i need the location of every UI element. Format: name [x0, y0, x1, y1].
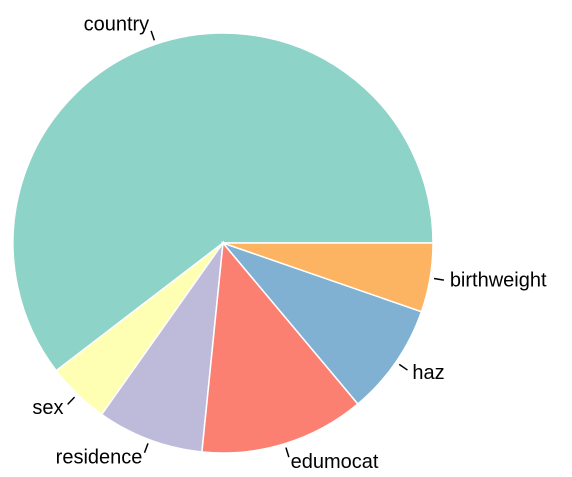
pie-slice — [100, 240, 225, 453]
leader-line — [285, 447, 290, 458]
pie-slice — [220, 241, 423, 406]
slice-label: residence — [56, 447, 143, 469]
pie-slice — [12, 32, 434, 372]
slice-label: country — [84, 13, 150, 35]
leader-line — [433, 277, 445, 281]
slice-label: edumocat — [291, 451, 379, 473]
slice-label: haz — [412, 362, 444, 384]
leader-line — [150, 30, 156, 41]
pie-slice — [201, 241, 359, 454]
slice-label: sex — [32, 397, 63, 419]
leader-line — [67, 396, 76, 405]
pie-slice — [222, 242, 434, 313]
slice-label: birthweight — [450, 269, 547, 291]
leader-line — [143, 443, 149, 454]
leader-line — [398, 363, 408, 371]
